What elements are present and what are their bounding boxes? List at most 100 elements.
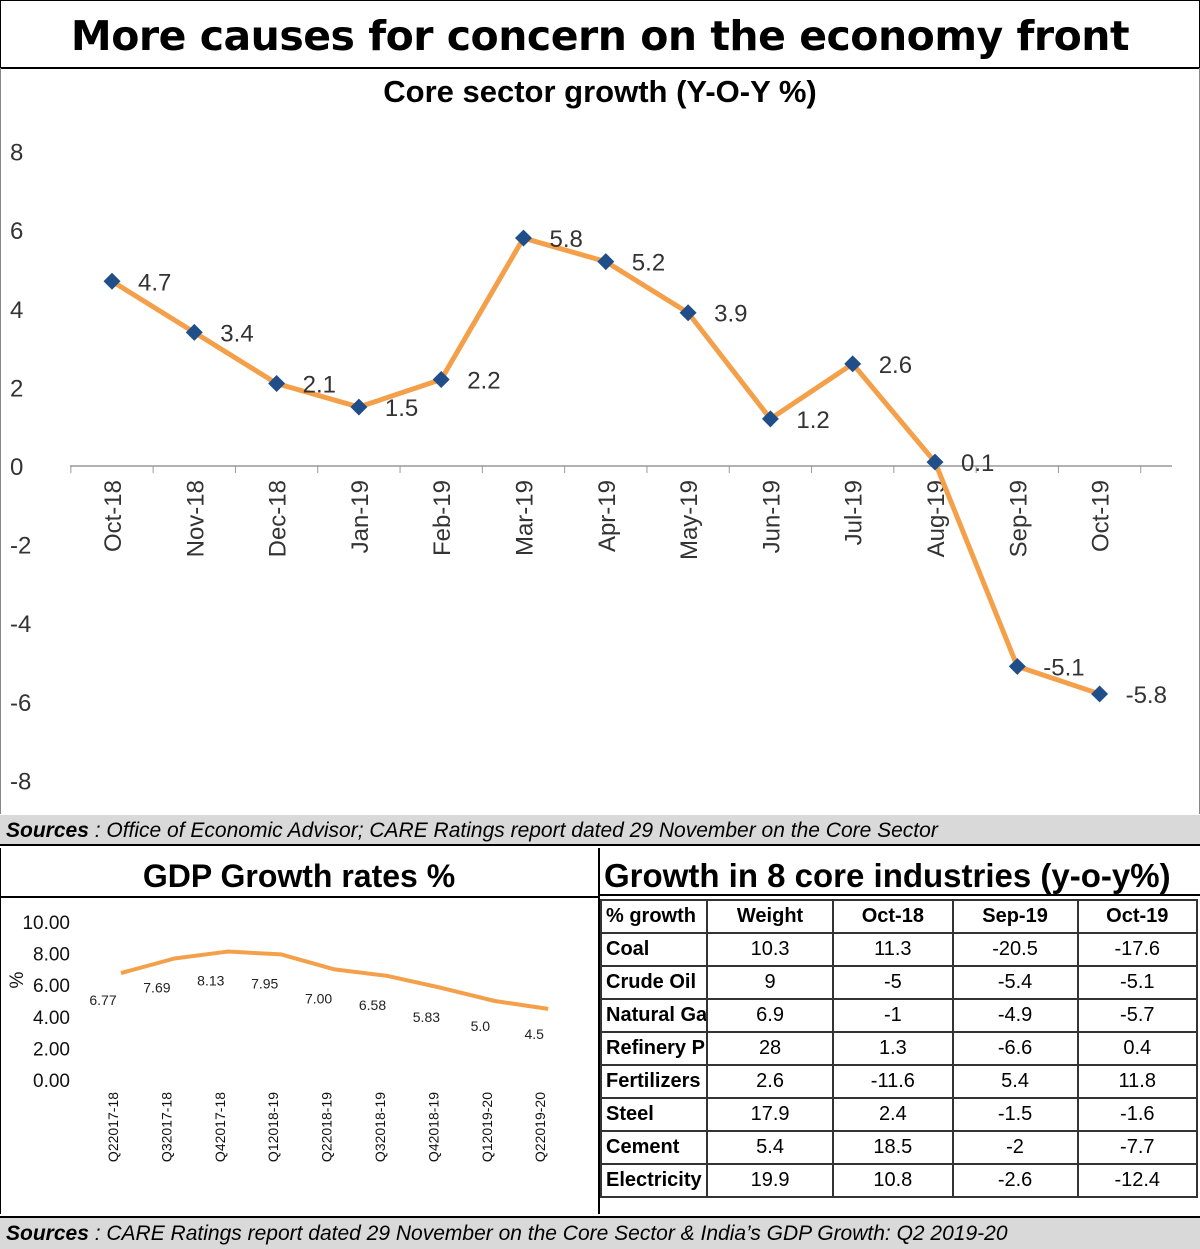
table-row: Refinery Products281.3-6.60.4 bbox=[600, 1031, 1199, 1066]
table-cell: -5 bbox=[832, 965, 954, 1000]
data-label: 5.8 bbox=[550, 226, 583, 253]
sources-bottom: Sources : CARE Ratings report dated 29 N… bbox=[0, 1216, 1200, 1249]
table-row: Natural Gas6.9-1-4.9-5.7 bbox=[600, 998, 1199, 1033]
data-label: 1.2 bbox=[796, 407, 829, 434]
data-label: 3.4 bbox=[220, 320, 253, 347]
data-point bbox=[350, 398, 368, 416]
x-tick-label: Q12019-20 bbox=[479, 1092, 495, 1162]
industry-name: Cement bbox=[600, 1130, 708, 1165]
y-tick-label: 4 bbox=[10, 297, 23, 324]
data-point bbox=[268, 374, 286, 392]
data-point bbox=[761, 410, 779, 428]
data-point bbox=[1091, 685, 1109, 703]
table-cell: 17.9 bbox=[705, 1097, 835, 1132]
x-tick-label: Dec-18 bbox=[265, 480, 292, 557]
x-tick-label: Q22017-18 bbox=[105, 1092, 121, 1162]
y-tick-label: 0.00 bbox=[33, 1071, 70, 1092]
data-label: 7.69 bbox=[143, 979, 170, 995]
industry-name: Electricity bbox=[600, 1163, 708, 1198]
table-row: Electricity 19.9 10.8 -2.6 -12.4 bbox=[600, 1163, 1199, 1198]
gdp-growth-chart: 10.00 8.00 6.00 4.00 2.00 0.00% 6.77 7.69 8.13 7.… bbox=[7, 913, 549, 1162]
data-label: -5.8 bbox=[1126, 682, 1167, 709]
data-label: 2.2 bbox=[467, 368, 500, 395]
x-tick-label: Jan-19 bbox=[347, 480, 374, 553]
x-tick-label: Oct-18 bbox=[100, 480, 127, 552]
table-row: Crude Oil 9 -5 -5.4 -5.1 bbox=[600, 965, 1199, 1000]
column-header: Weight bbox=[705, 899, 835, 934]
data-point bbox=[597, 253, 615, 271]
table-cell: 1.3 bbox=[832, 1031, 954, 1066]
data-point bbox=[1008, 657, 1026, 675]
x-tick-label: Q22018-19 bbox=[319, 1092, 335, 1162]
data-point bbox=[679, 304, 697, 322]
x-tick-label: Oct-19 bbox=[1088, 480, 1115, 552]
gdp-panel bbox=[0, 848, 600, 1214]
y-tick-label: 2 bbox=[10, 375, 23, 402]
table-cell: 2.4 bbox=[832, 1097, 954, 1132]
data-point bbox=[844, 355, 862, 373]
industry-name: Coal bbox=[600, 932, 708, 967]
x-tick-label: Mar-19 bbox=[512, 480, 539, 556]
x-tick-label: Q32017-18 bbox=[158, 1092, 174, 1162]
column-header: Oct-19 bbox=[1076, 899, 1199, 934]
data-label: 2.6 bbox=[879, 352, 912, 379]
x-tick-label: Q22019-20 bbox=[532, 1092, 548, 1162]
data-label: 2.1 bbox=[303, 371, 336, 398]
y-tick-label: -8 bbox=[10, 768, 31, 795]
data-label: 4.7 bbox=[138, 269, 171, 296]
column-header: % growth bbox=[600, 899, 708, 934]
table-cell: -2.6 bbox=[951, 1163, 1079, 1198]
table-cell: -12.4 bbox=[1076, 1163, 1199, 1198]
data-label: 1.5 bbox=[385, 395, 418, 422]
table-cell: 5.4 bbox=[951, 1064, 1079, 1099]
table-cell: 9 bbox=[705, 965, 835, 1000]
table-row: Steel 17.9 2.4 -1.5 -1.6 bbox=[600, 1097, 1199, 1132]
table-cell: 10.8 bbox=[832, 1163, 954, 1198]
x-tick-label: Apr-19 bbox=[594, 480, 621, 552]
data-label: 4.5 bbox=[524, 1026, 544, 1042]
x-tick-label: Jul-19 bbox=[841, 480, 868, 545]
sources-text: : Office of Economic Advisor; CARE Ratin… bbox=[88, 819, 938, 842]
table-cell: -1.6 bbox=[1076, 1097, 1199, 1132]
y-tick-label: -6 bbox=[10, 690, 31, 717]
y-tick-label: 2.00 bbox=[33, 1039, 70, 1060]
y-tick-label: 6.00 bbox=[33, 976, 70, 997]
core-sector-chart: 8 6 4 2 0 -2 -4 -6 -8 Oct-18 Nov-18 Dec-18 Jan-19 Feb… bbox=[10, 140, 1172, 795]
x-tick-label: May-19 bbox=[676, 480, 703, 560]
table-cell: 11.8 bbox=[1076, 1064, 1199, 1099]
gdp-chart-title: GDP Growth rates % bbox=[0, 848, 598, 898]
series-line bbox=[120, 949, 549, 1011]
sources-label: Sources bbox=[6, 819, 89, 842]
data-label: 6.77 bbox=[89, 992, 116, 1008]
table-cell: -20.5 bbox=[951, 932, 1079, 967]
table-cell: -6.6 bbox=[951, 1031, 1079, 1066]
x-tick-label: Q32018-19 bbox=[372, 1092, 388, 1162]
y-tick-label: 4.00 bbox=[33, 1008, 70, 1029]
x-tick-label: Feb-19 bbox=[429, 480, 456, 556]
y-tick-label: 6 bbox=[10, 218, 23, 245]
y-tick-label: 8.00 bbox=[33, 945, 70, 966]
column-header: Oct-18 bbox=[832, 899, 954, 934]
table-cell: -4.9 bbox=[951, 998, 1079, 1033]
table-cell: -5.1 bbox=[1076, 965, 1199, 1000]
core-industries-table: % growth Weight Oct-18 Sep-19 Oct-19 Coal 10.… bbox=[600, 899, 1199, 1198]
table-cell: -1.5 bbox=[951, 1097, 1079, 1132]
table-title: Growth in 8 core industries (y-o-y%) bbox=[600, 848, 1200, 896]
main-title: More causes for concern on the economy f… bbox=[0, 0, 1200, 69]
x-tick-label: Jun-19 bbox=[758, 480, 785, 553]
table-header-row: % growth Weight Oct-18 Sep-19 Oct-19 bbox=[600, 899, 1199, 934]
table-cell: 18.5 bbox=[832, 1130, 954, 1165]
table-cell: 19.9 bbox=[705, 1163, 835, 1198]
data-label: 7.95 bbox=[251, 975, 278, 991]
table-row: Cement 5.4 18.5 -2 -7.7 bbox=[600, 1130, 1199, 1165]
data-label: 3.9 bbox=[714, 301, 747, 328]
data-point bbox=[185, 323, 203, 341]
table-cell: -17.6 bbox=[1076, 932, 1199, 967]
industry-name: Refinery Products bbox=[600, 1031, 708, 1066]
table-cell: -5.4 bbox=[951, 965, 1079, 1000]
x-tick-label: Q12018-19 bbox=[265, 1092, 281, 1162]
column-header: Sep-19 bbox=[951, 899, 1079, 934]
table-cell: 5.4 bbox=[705, 1130, 835, 1165]
table-cell: 2.6 bbox=[705, 1064, 835, 1099]
data-label: 8.13 bbox=[197, 973, 224, 989]
